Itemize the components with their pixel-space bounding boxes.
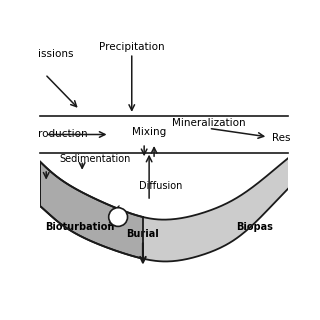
- Polygon shape: [40, 154, 293, 261]
- Text: Res: Res: [272, 133, 290, 143]
- Text: Biopas: Biopas: [236, 222, 273, 232]
- Text: Bioturbation: Bioturbation: [45, 222, 114, 232]
- Text: Mineralization: Mineralization: [172, 118, 245, 128]
- Text: roduction: roduction: [37, 130, 87, 140]
- Text: Diffusion: Diffusion: [139, 181, 182, 191]
- Text: Precipitation: Precipitation: [99, 42, 164, 52]
- Text: Sedimentation: Sedimentation: [60, 154, 131, 164]
- Text: Burial: Burial: [126, 229, 159, 239]
- Text: issions: issions: [37, 49, 73, 60]
- Polygon shape: [40, 162, 143, 259]
- Text: Mixing: Mixing: [132, 127, 166, 137]
- Circle shape: [109, 208, 128, 227]
